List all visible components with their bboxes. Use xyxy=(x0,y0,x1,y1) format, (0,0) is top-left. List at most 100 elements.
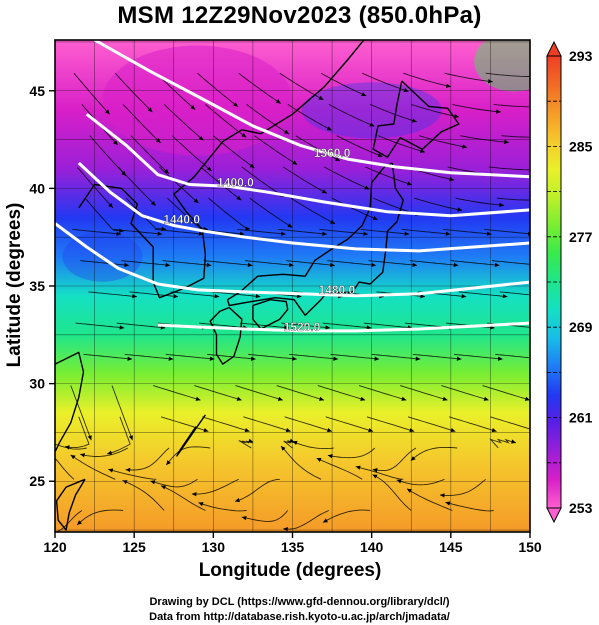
streamline-arrowhead xyxy=(366,325,372,330)
streamline-arrowhead xyxy=(541,198,546,202)
streamline xyxy=(449,416,497,432)
streamline xyxy=(442,228,492,235)
streamline xyxy=(108,468,157,480)
streamline-arrowhead xyxy=(488,79,493,84)
colorbar-max-triangle xyxy=(546,40,562,57)
coastline-hokkaido xyxy=(372,80,460,158)
streamline xyxy=(238,72,282,104)
streamline-arrowhead xyxy=(536,263,541,267)
streamline xyxy=(76,166,114,209)
streamline-arrowhead xyxy=(233,102,238,107)
streamline xyxy=(83,353,133,360)
streamline xyxy=(319,228,369,235)
streamline-arrowhead xyxy=(198,135,204,141)
streamline-arrowhead xyxy=(372,468,378,473)
streamline-arrowhead xyxy=(327,454,333,459)
streamline xyxy=(501,135,530,138)
credit-data-source: Data from http://database.rish.kyoto-u.a… xyxy=(149,611,450,623)
streamline xyxy=(208,197,251,230)
streamline xyxy=(485,72,530,78)
streamline xyxy=(355,466,404,480)
streamline xyxy=(439,478,486,496)
streamline xyxy=(73,72,110,115)
streamline-arrowhead xyxy=(330,219,336,224)
height-contour-line xyxy=(55,222,530,298)
streamline-arrowhead xyxy=(360,396,366,401)
streamline xyxy=(336,135,383,158)
streamline-arrowhead xyxy=(292,356,297,361)
streamline-arrowhead xyxy=(377,152,383,158)
streamline xyxy=(441,385,489,401)
streamline-arrowhead xyxy=(411,118,417,123)
streamline xyxy=(130,135,170,174)
streamline-arrowhead xyxy=(361,92,367,96)
streamline xyxy=(244,260,294,266)
streamline-arrowhead xyxy=(292,440,298,445)
streamline xyxy=(165,446,211,466)
streamline xyxy=(198,502,247,512)
streamline xyxy=(286,260,335,266)
streamline-arrowhead xyxy=(104,109,110,115)
streamline xyxy=(234,478,280,502)
streamline-arrowhead xyxy=(70,455,76,460)
streamline-arrowhead xyxy=(396,479,402,484)
streamline xyxy=(246,104,290,135)
streamline xyxy=(72,228,122,235)
streamline-arrowhead xyxy=(403,87,409,93)
credit-drawing: Drawing by DCL (https://www.gfd-dennou.o… xyxy=(149,596,450,608)
streamline-arrowhead xyxy=(166,460,171,466)
y-axis-ticks: 25 30 35 40 45 xyxy=(29,83,55,489)
streamline-arrowhead xyxy=(491,427,497,433)
streamline xyxy=(460,135,509,143)
streamline-arrowhead xyxy=(164,168,169,174)
streamline-arrowhead xyxy=(445,83,451,88)
y-axis-label: Latitude (degrees) xyxy=(4,203,25,368)
streamline xyxy=(170,291,220,298)
streamline xyxy=(283,510,330,530)
streamline-arrowhead xyxy=(236,195,242,201)
streamline-arrowhead xyxy=(281,231,286,236)
coastline-honshu xyxy=(226,162,404,316)
streamline xyxy=(159,166,199,204)
streamline xyxy=(163,104,204,141)
streamline-arrowhead xyxy=(374,356,380,361)
streamline xyxy=(406,488,453,511)
streamline xyxy=(70,454,116,480)
streamline xyxy=(197,72,239,108)
streamline xyxy=(366,416,415,432)
streamline-arrowhead xyxy=(497,356,503,361)
streamline xyxy=(358,385,407,401)
streamline-arrowhead xyxy=(108,468,114,473)
streamline-arrowhead xyxy=(64,445,70,450)
colorbar-tick-label: 253 xyxy=(569,500,593,516)
streamline xyxy=(75,322,125,329)
streamline xyxy=(414,197,463,211)
streamline xyxy=(238,440,254,449)
streamline xyxy=(369,103,417,123)
streamline-arrowhead xyxy=(87,435,92,441)
streamline xyxy=(412,353,462,360)
coastline-shikoku xyxy=(252,299,289,330)
streamline xyxy=(495,353,530,359)
streamline xyxy=(235,385,283,401)
streamline-arrowhead xyxy=(236,396,242,401)
streamline-arrowhead xyxy=(255,294,261,299)
x-tick-label: 120 xyxy=(43,539,67,555)
streamline-arrowhead xyxy=(483,396,489,401)
streamline-arrowhead xyxy=(318,95,324,100)
streamline xyxy=(419,135,468,148)
streamline xyxy=(206,353,256,360)
x-tick-label: 125 xyxy=(122,539,146,555)
streamline xyxy=(401,228,451,235)
streamline-arrowhead xyxy=(462,144,467,149)
streamline-arrowhead xyxy=(124,262,129,268)
streamline xyxy=(377,135,426,153)
streamline-arrowhead xyxy=(241,132,247,138)
streamline-arrowhead xyxy=(445,501,451,506)
streamline xyxy=(122,104,161,144)
streamline xyxy=(409,260,459,266)
streamline-arrowhead xyxy=(244,427,250,433)
streamline xyxy=(124,353,174,360)
streamline xyxy=(320,72,367,97)
